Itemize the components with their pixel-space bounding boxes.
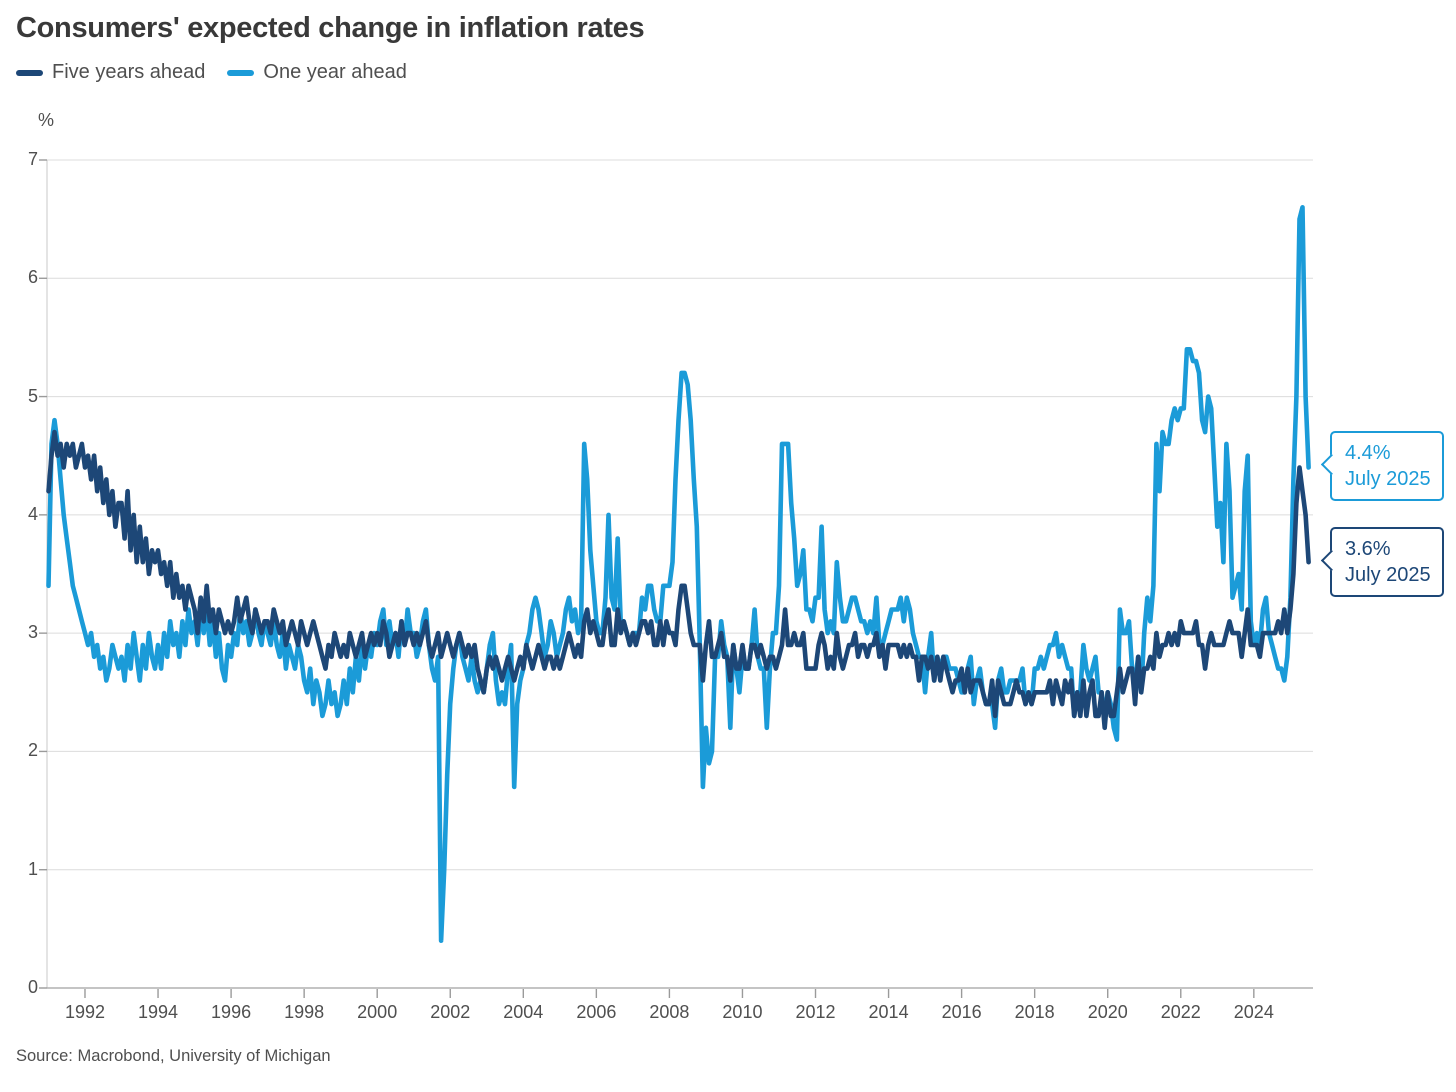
legend: Five years ahead One year ahead xyxy=(16,61,407,84)
callout-value: 4.4% xyxy=(1345,442,1391,464)
callout-value: 3.6% xyxy=(1345,538,1391,560)
legend-label-five-years-ahead: Five years ahead xyxy=(52,61,206,83)
legend-swatch-one-year-icon xyxy=(227,69,255,76)
callout-date: July 2025 xyxy=(1345,564,1431,586)
series-line-one-year-ahead xyxy=(46,205,1311,944)
legend-item-five-years-ahead: Five years ahead xyxy=(16,61,205,84)
source-note: Source: Macrobond, University of Michiga… xyxy=(16,1047,331,1065)
series-line-five-years-ahead xyxy=(46,429,1311,731)
callout-one-year-latest: 4.4% July 2025 xyxy=(1330,431,1444,501)
callout-five-years-latest: 3.6% July 2025 xyxy=(1330,527,1444,597)
legend-label-one-year-ahead: One year ahead xyxy=(263,61,407,83)
legend-swatch-five-years-icon xyxy=(16,69,43,76)
chart-title: Consumers' expected change in inflation … xyxy=(16,12,645,44)
y-axis-unit-label: % xyxy=(38,110,55,130)
callout-date: July 2025 xyxy=(1345,468,1431,490)
legend-item-one-year-ahead: One year ahead xyxy=(227,61,407,84)
